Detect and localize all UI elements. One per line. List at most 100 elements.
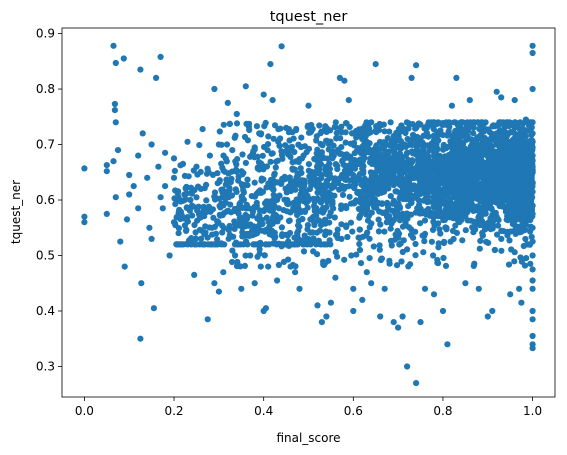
data-point [332,161,339,168]
data-point [517,196,524,203]
data-point [297,165,304,172]
data-point [457,177,465,184]
data-point [272,164,279,171]
data-point [475,169,482,176]
data-point [441,155,448,162]
data-point [206,152,213,159]
data-point [413,380,420,387]
data-point [112,194,119,201]
data-point [497,173,504,180]
data-point [378,255,385,262]
data-point [220,121,227,128]
data-point [341,77,348,84]
data-point [229,258,236,266]
data-point [378,121,385,129]
data-point [459,237,466,244]
data-point [198,235,205,242]
data-point [493,195,500,202]
data-point [338,150,345,157]
data-point [467,145,474,152]
data-point [287,187,294,195]
data-point [511,258,518,265]
data-point [512,139,519,147]
data-point [425,185,432,192]
data-point [224,99,231,106]
data-point [420,169,427,176]
data-point [320,205,327,212]
data-point [211,189,219,196]
data-point [360,203,367,210]
data-point [394,210,401,217]
data-point [516,285,523,292]
data-point [270,186,277,193]
data-point [251,193,258,200]
data-point [453,74,460,81]
data-point [498,235,505,242]
data-point [514,133,521,140]
data-point [359,164,366,171]
data-point [456,133,463,140]
data-point [453,229,460,236]
data-point [461,166,468,174]
data-point [261,143,268,151]
data-point [275,261,282,269]
data-point [372,162,380,169]
data-point [362,133,369,140]
data-point [396,241,403,248]
data-point [288,241,296,248]
data-point [365,212,373,219]
data-point [372,61,379,68]
data-point [529,224,536,231]
data-point [215,288,222,295]
data-point [305,167,312,174]
data-point [390,217,397,224]
data-point [529,210,536,217]
data-point [394,227,401,235]
data-point [413,62,420,69]
y-tick-label: 0.4 [36,304,55,318]
data-point [235,210,242,217]
y-tick-label: 0.5 [36,249,55,263]
data-point [296,285,303,292]
data-point [343,223,350,230]
data-point [274,196,281,203]
data-point [298,155,306,162]
data-point [425,133,432,140]
data-point [269,150,276,157]
data-point [422,196,429,203]
data-point [356,240,363,248]
data-point [520,185,527,192]
data-point [477,192,484,199]
data-point [524,199,531,207]
data-point [431,222,438,229]
data-point [487,221,494,228]
data-point [331,214,338,221]
data-point [499,203,506,210]
data-point [351,200,358,207]
data-point [440,161,447,168]
data-point [518,228,525,235]
data-point [191,271,198,278]
data-point [347,219,355,226]
data-point [490,170,497,177]
data-point [172,201,179,208]
data-point [304,123,311,130]
data-point [351,185,358,192]
data-point [482,204,489,211]
x-tick-label: 0.6 [344,404,363,418]
data-point [256,130,263,137]
data-point [244,241,251,248]
data-point [430,252,437,259]
data-point [365,149,372,156]
data-point [255,189,262,196]
data-point [453,127,460,134]
data-point [270,180,277,187]
data-point [286,200,293,207]
data-point [493,130,500,137]
data-point [505,261,513,268]
data-point [412,183,419,190]
data-point [259,152,266,159]
data-point [250,148,257,155]
data-point [462,280,469,287]
data-point [269,227,276,234]
